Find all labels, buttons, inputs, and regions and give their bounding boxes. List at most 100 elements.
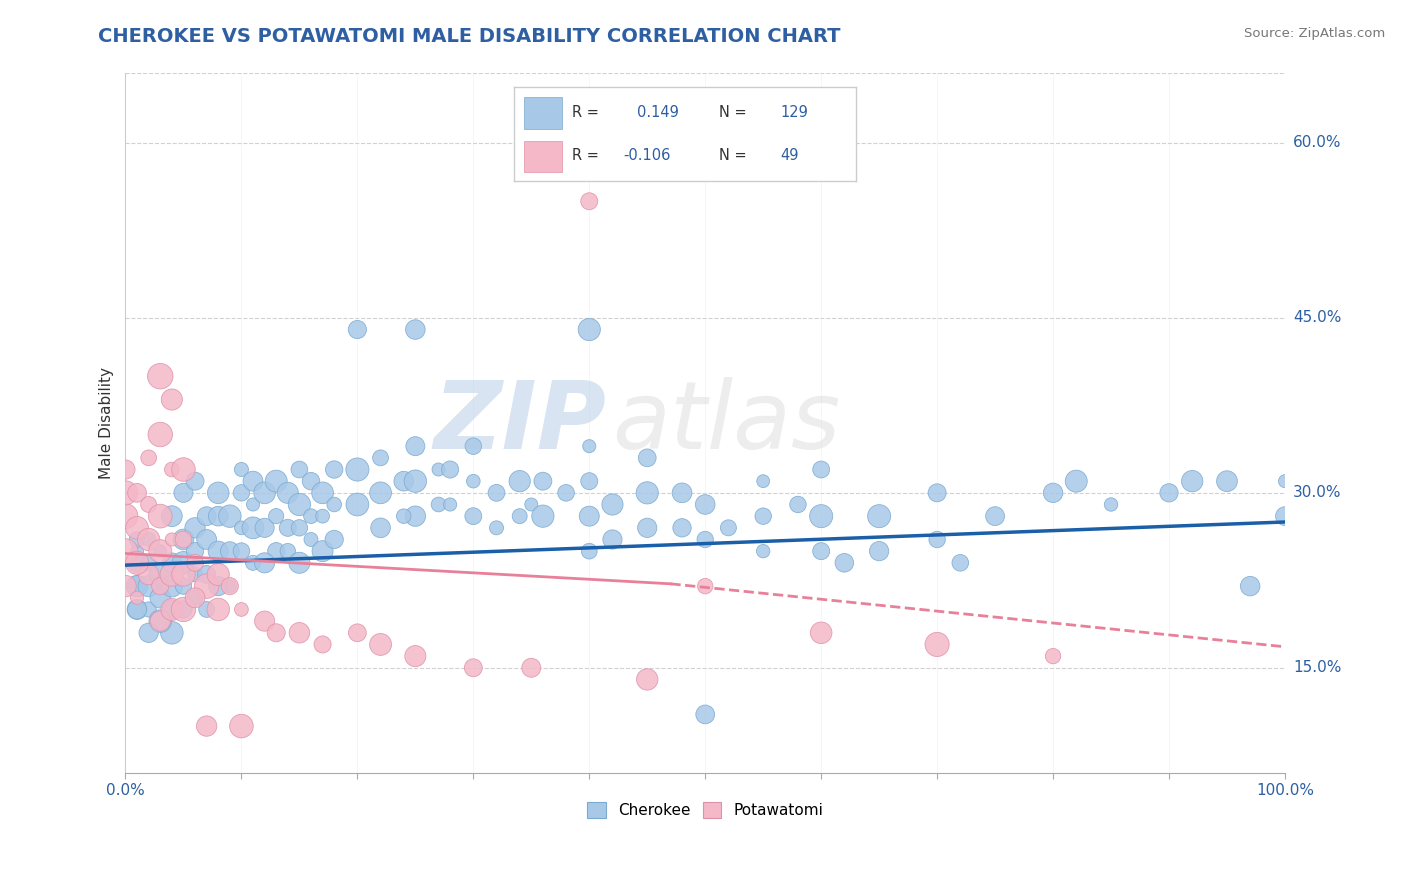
Point (439, 462, 461, 476)
Point (834, 556, 856, 570)
Point (927, 637, 949, 651)
Point (125, 556, 148, 570)
Point (578, 194, 600, 209)
Point (172, 602, 194, 616)
Point (125, 602, 148, 616)
Point (253, 614, 276, 628)
Point (125, 544, 148, 558)
Point (346, 625, 368, 640)
Point (195, 567, 218, 582)
Point (149, 614, 172, 628)
Point (114, 462, 136, 476)
Point (184, 544, 207, 558)
Point (138, 567, 160, 582)
Point (636, 521, 658, 535)
Point (264, 544, 287, 558)
Point (463, 439, 485, 453)
Point (1274, 509, 1296, 524)
Point (172, 579, 194, 593)
Point (578, 322, 600, 336)
Point (149, 567, 172, 582)
Point (242, 498, 264, 512)
Point (231, 462, 253, 476)
Point (695, 533, 717, 547)
Point (138, 533, 160, 547)
Point (277, 521, 299, 535)
Point (207, 579, 229, 593)
Point (346, 462, 368, 476)
Point (288, 556, 311, 570)
Point (242, 474, 264, 488)
Point (404, 509, 426, 524)
Point (370, 521, 392, 535)
Point (264, 625, 287, 640)
Point (1239, 579, 1261, 593)
Point (717, 521, 740, 535)
Point (172, 462, 194, 476)
Point (463, 474, 485, 488)
Point (311, 486, 333, 500)
Point (1181, 474, 1204, 488)
Point (218, 579, 240, 593)
Point (427, 498, 450, 512)
Point (288, 625, 311, 640)
Point (404, 322, 426, 336)
Point (787, 498, 810, 512)
Point (288, 521, 311, 535)
Y-axis label: Male Disability: Male Disability (100, 367, 114, 479)
Point (149, 427, 172, 442)
Point (370, 450, 392, 465)
Point (184, 591, 207, 605)
Point (404, 649, 426, 664)
Point (184, 556, 207, 570)
Point (671, 486, 693, 500)
Text: 60.0%: 60.0% (1294, 136, 1341, 151)
Point (485, 486, 508, 500)
Point (160, 462, 183, 476)
Point (125, 591, 148, 605)
Point (172, 602, 194, 616)
Point (299, 533, 322, 547)
Point (125, 486, 148, 500)
Text: 30.0%: 30.0% (1294, 485, 1341, 500)
Point (253, 521, 276, 535)
Text: CHEROKEE VS POTAWATOMI MALE DISABILITY CORRELATION CHART: CHEROKEE VS POTAWATOMI MALE DISABILITY C… (98, 27, 841, 45)
Point (172, 486, 194, 500)
Point (346, 322, 368, 336)
Point (172, 533, 194, 547)
Point (218, 544, 240, 558)
Point (231, 602, 253, 616)
Point (323, 498, 346, 512)
Point (509, 474, 531, 488)
Point (370, 486, 392, 500)
Point (404, 474, 426, 488)
Point (218, 509, 240, 524)
Point (138, 625, 160, 640)
Point (555, 486, 578, 500)
Point (927, 486, 949, 500)
Point (195, 533, 218, 547)
Point (1042, 649, 1064, 664)
Point (195, 579, 218, 593)
Point (172, 533, 194, 547)
Point (207, 509, 229, 524)
Point (927, 533, 949, 547)
Point (207, 602, 229, 616)
Point (149, 579, 172, 593)
Point (752, 474, 775, 488)
Point (288, 498, 311, 512)
Point (125, 521, 148, 535)
Point (868, 544, 890, 558)
Point (810, 462, 832, 476)
Point (114, 544, 136, 558)
Point (160, 602, 183, 616)
Text: 15.0%: 15.0% (1294, 660, 1341, 675)
Point (231, 719, 253, 733)
Point (125, 579, 148, 593)
Point (160, 556, 183, 570)
Point (311, 637, 333, 651)
Point (463, 509, 485, 524)
Point (149, 369, 172, 384)
Point (531, 509, 554, 524)
Point (392, 474, 415, 488)
